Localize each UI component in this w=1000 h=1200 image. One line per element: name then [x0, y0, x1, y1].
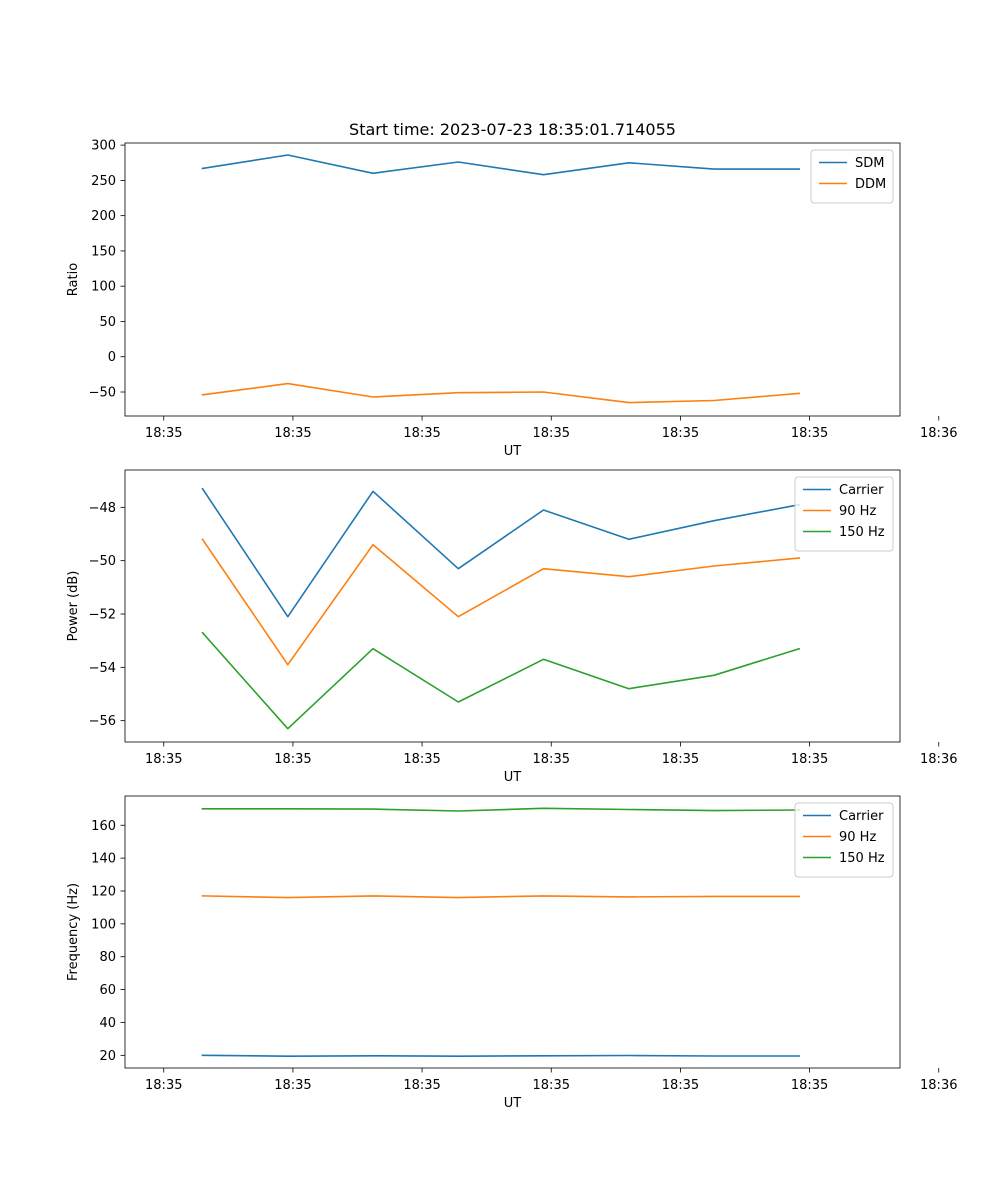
x-tick-label: 18:35: [145, 1078, 182, 1093]
y-tick-label: −54: [89, 661, 116, 676]
chart-title: Start time: 2023-07-23 18:35:01.714055: [349, 120, 676, 139]
legend-label: 90 Hz: [839, 504, 876, 519]
legend-label: 150 Hz: [839, 851, 885, 866]
y-tick-label: −52: [89, 608, 116, 623]
y-tick-label: −56: [89, 714, 116, 729]
y-tick-label: −50: [89, 554, 116, 569]
y-tick-label: −48: [89, 501, 116, 516]
y-tick-label: 0: [108, 350, 116, 365]
x-tick-label: 18:36: [920, 1078, 957, 1093]
y-tick-label: 250: [91, 174, 116, 189]
x-tick-label: 18:35: [403, 426, 440, 441]
x-tick-label: 18:35: [791, 752, 828, 767]
x-tick-label: 18:35: [791, 426, 828, 441]
x-tick-label: 18:35: [791, 1078, 828, 1093]
axes-frame: [124, 469, 901, 743]
x-tick-label: 18:35: [662, 1078, 699, 1093]
x-tick-label: 18:35: [533, 1078, 570, 1093]
x-axis-label: UT: [504, 770, 522, 785]
y-tick-label: 100: [91, 280, 116, 295]
axes-frame: [124, 142, 901, 417]
y-axis-label: Ratio: [66, 263, 81, 296]
y-tick-label: 160: [91, 819, 116, 834]
y-tick-label: 60: [99, 983, 116, 998]
legend-box: [794, 476, 894, 552]
legend: Carrier 90 Hz 150 Hz: [794, 802, 894, 878]
x-tick-label: 18:35: [403, 1078, 440, 1093]
y-axis-label: Power (dB): [66, 571, 81, 642]
y-tick-label: 140: [91, 852, 116, 867]
x-axis-label: UT: [504, 444, 522, 459]
chart-panel-2: 18:35 18:35 18:35 18:35 18:35 18:35 18:36 −56 −5…: [66, 469, 957, 785]
y-tick-label: 200: [91, 209, 116, 224]
x-tick-label: 18:35: [274, 1078, 311, 1093]
legend-box: [794, 802, 894, 878]
x-axis-label: UT: [504, 1096, 522, 1111]
x-tick-label: 18:36: [920, 752, 957, 767]
legend-label: Carrier: [839, 483, 884, 498]
y-tick-label: 80: [99, 950, 116, 965]
series-line-90-hz: [201, 895, 801, 899]
legend: SDM DDM: [810, 149, 894, 204]
axes-frame: [124, 795, 901, 1069]
chart-panel-1: 18:35 18:35 18:35 18:35 18:35 18:35 18:36 −50 0 5…: [66, 120, 957, 459]
x-tick-label: 18:35: [403, 752, 440, 767]
chart-panel-3: 18:35 18:35 18:35 18:35 18:35 18:35 18:36 20 40 6…: [66, 795, 957, 1111]
x-tick-label: 18:35: [533, 426, 570, 441]
x-tick-label: 18:35: [145, 752, 182, 767]
series-line-carrier: [201, 1054, 801, 1057]
legend-label: 90 Hz: [839, 830, 876, 845]
x-tick-label: 18:35: [662, 752, 699, 767]
series-line-90-hz: [201, 538, 801, 666]
y-tick-label: 20: [99, 1049, 116, 1064]
y-tick-label: 40: [99, 1016, 116, 1031]
y-tick-label: −50: [89, 386, 116, 401]
series-line-150-hz: [201, 807, 801, 812]
x-tick-label: 18:35: [533, 752, 570, 767]
y-tick-label: 120: [91, 884, 116, 899]
y-tick-label: 150: [91, 244, 116, 259]
x-tick-label: 18:35: [145, 426, 182, 441]
series-line-150-hz: [201, 631, 801, 730]
x-tick-label: 18:35: [274, 752, 311, 767]
series-line-ddm: [201, 382, 801, 404]
series-line-carrier: [201, 487, 801, 618]
y-axis-label: Frequency (Hz): [66, 883, 81, 981]
legend-label: DDM: [855, 177, 886, 192]
y-tick-label: 50: [99, 315, 116, 330]
legend-label: 150 Hz: [839, 525, 885, 540]
series-line-sdm: [201, 154, 801, 176]
x-tick-label: 18:36: [920, 426, 957, 441]
legend-label: Carrier: [839, 809, 884, 824]
legend-label: SDM: [855, 156, 884, 171]
x-tick-label: 18:35: [662, 426, 699, 441]
x-tick-label: 18:35: [274, 426, 311, 441]
y-tick-label: 300: [91, 139, 116, 154]
legend: Carrier 90 Hz 150 Hz: [794, 476, 894, 552]
y-tick-label: 100: [91, 917, 116, 932]
